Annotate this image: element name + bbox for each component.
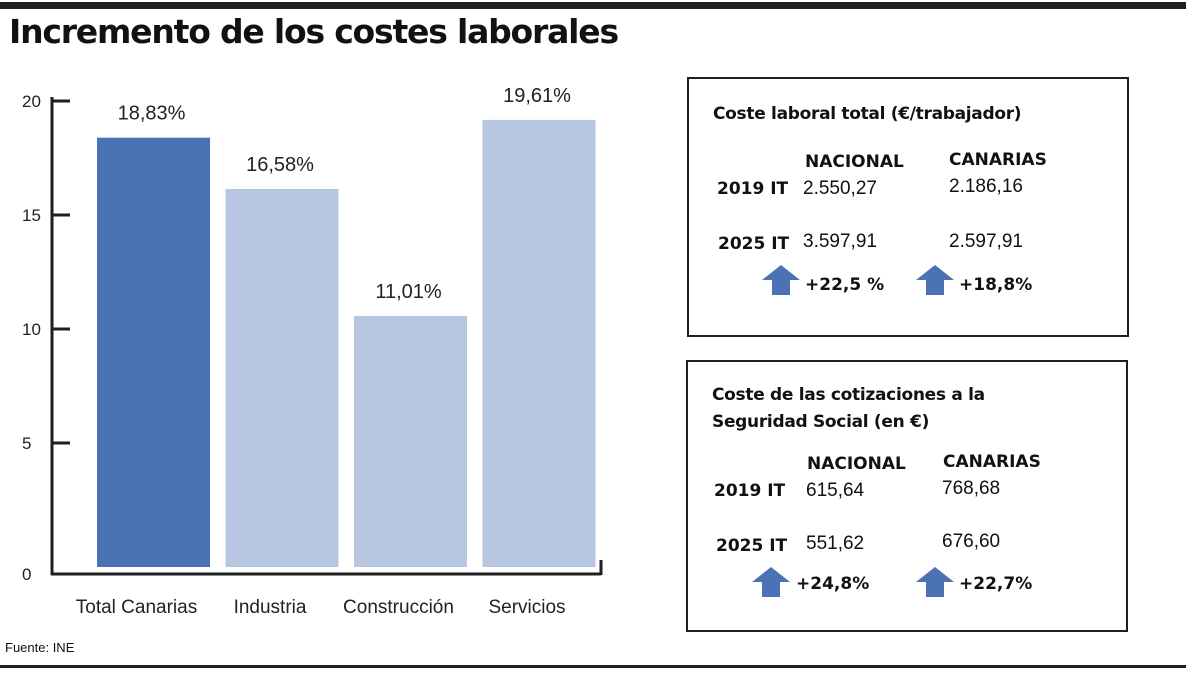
value-nacional-2025: 3.597,91 — [803, 231, 877, 252]
value-canarias-2019: 768,68 — [942, 478, 1001, 499]
bar — [97, 137, 210, 567]
bar — [225, 188, 339, 567]
y-tick-label: 0 — [22, 565, 31, 584]
category-label: Construcción — [343, 597, 454, 618]
top-rule — [0, 2, 1186, 9]
data-label: 11,01% — [375, 281, 442, 303]
col-header-canarias: CANARIAS — [943, 452, 1041, 472]
panel-title-line2: Seguridad Social (en €) — [712, 412, 930, 432]
page-title: Incremento de los costes laborales — [9, 12, 619, 51]
panel-title-line1: Coste de las cotizaciones a la — [712, 385, 985, 405]
value-canarias-2025: 676,60 — [942, 531, 1001, 552]
row-label-2025: 2025 IT — [716, 536, 788, 556]
bottom-rule — [0, 665, 1186, 668]
source-note: Fuente: INE — [5, 640, 75, 655]
value-nacional-2019: 2.550,27 — [803, 178, 877, 199]
value-nacional-2025: 551,62 — [806, 533, 865, 554]
bar — [354, 315, 467, 567]
change-nacional: +24,8% — [796, 574, 870, 594]
value-canarias-2019: 2.186,16 — [949, 176, 1023, 197]
value-canarias-2025: 2.597,91 — [949, 231, 1023, 252]
data-label: 16,58% — [246, 154, 314, 176]
change-canarias: +22,7% — [959, 574, 1033, 594]
bar — [482, 119, 596, 567]
col-header-nacional: NACIONAL — [805, 152, 904, 172]
change-nacional: +22,5 % — [805, 275, 885, 295]
arrow-up-icon — [762, 265, 800, 295]
col-header-nacional: NACIONAL — [807, 454, 906, 474]
panel-cotizaciones: Coste de las cotizaciones a la Seguridad… — [686, 360, 1128, 632]
data-label: 19,61% — [503, 85, 571, 107]
row-label-2025: 2025 IT — [718, 234, 790, 254]
change-canarias: +18,8% — [959, 275, 1033, 295]
category-label: Industria — [234, 597, 307, 618]
y-tick-label: 15 — [22, 206, 41, 225]
category-label: Total Canarias — [76, 597, 197, 618]
bar-chart: 0 5 10 15 20 18,83% Total Canarias 16,58% Indust… — [22, 85, 603, 618]
arrow-up-icon — [916, 567, 954, 597]
panel-coste-laboral: Coste laboral total (€/trabajador) NACIO… — [687, 77, 1129, 337]
y-tick-label: 10 — [22, 320, 41, 339]
y-tick-label: 5 — [22, 434, 31, 453]
y-tick-label: 20 — [22, 92, 41, 111]
data-label: 18,83% — [118, 103, 186, 125]
panel-title: Coste laboral total (€/trabajador) — [713, 104, 1022, 124]
row-label-2019: 2019 IT — [714, 481, 786, 501]
col-header-canarias: CANARIAS — [949, 150, 1047, 170]
value-nacional-2019: 615,64 — [806, 480, 865, 501]
category-label: Servicios — [488, 597, 565, 618]
arrow-up-icon — [752, 567, 790, 597]
arrow-up-icon — [916, 265, 954, 295]
row-label-2019: 2019 IT — [717, 179, 789, 199]
